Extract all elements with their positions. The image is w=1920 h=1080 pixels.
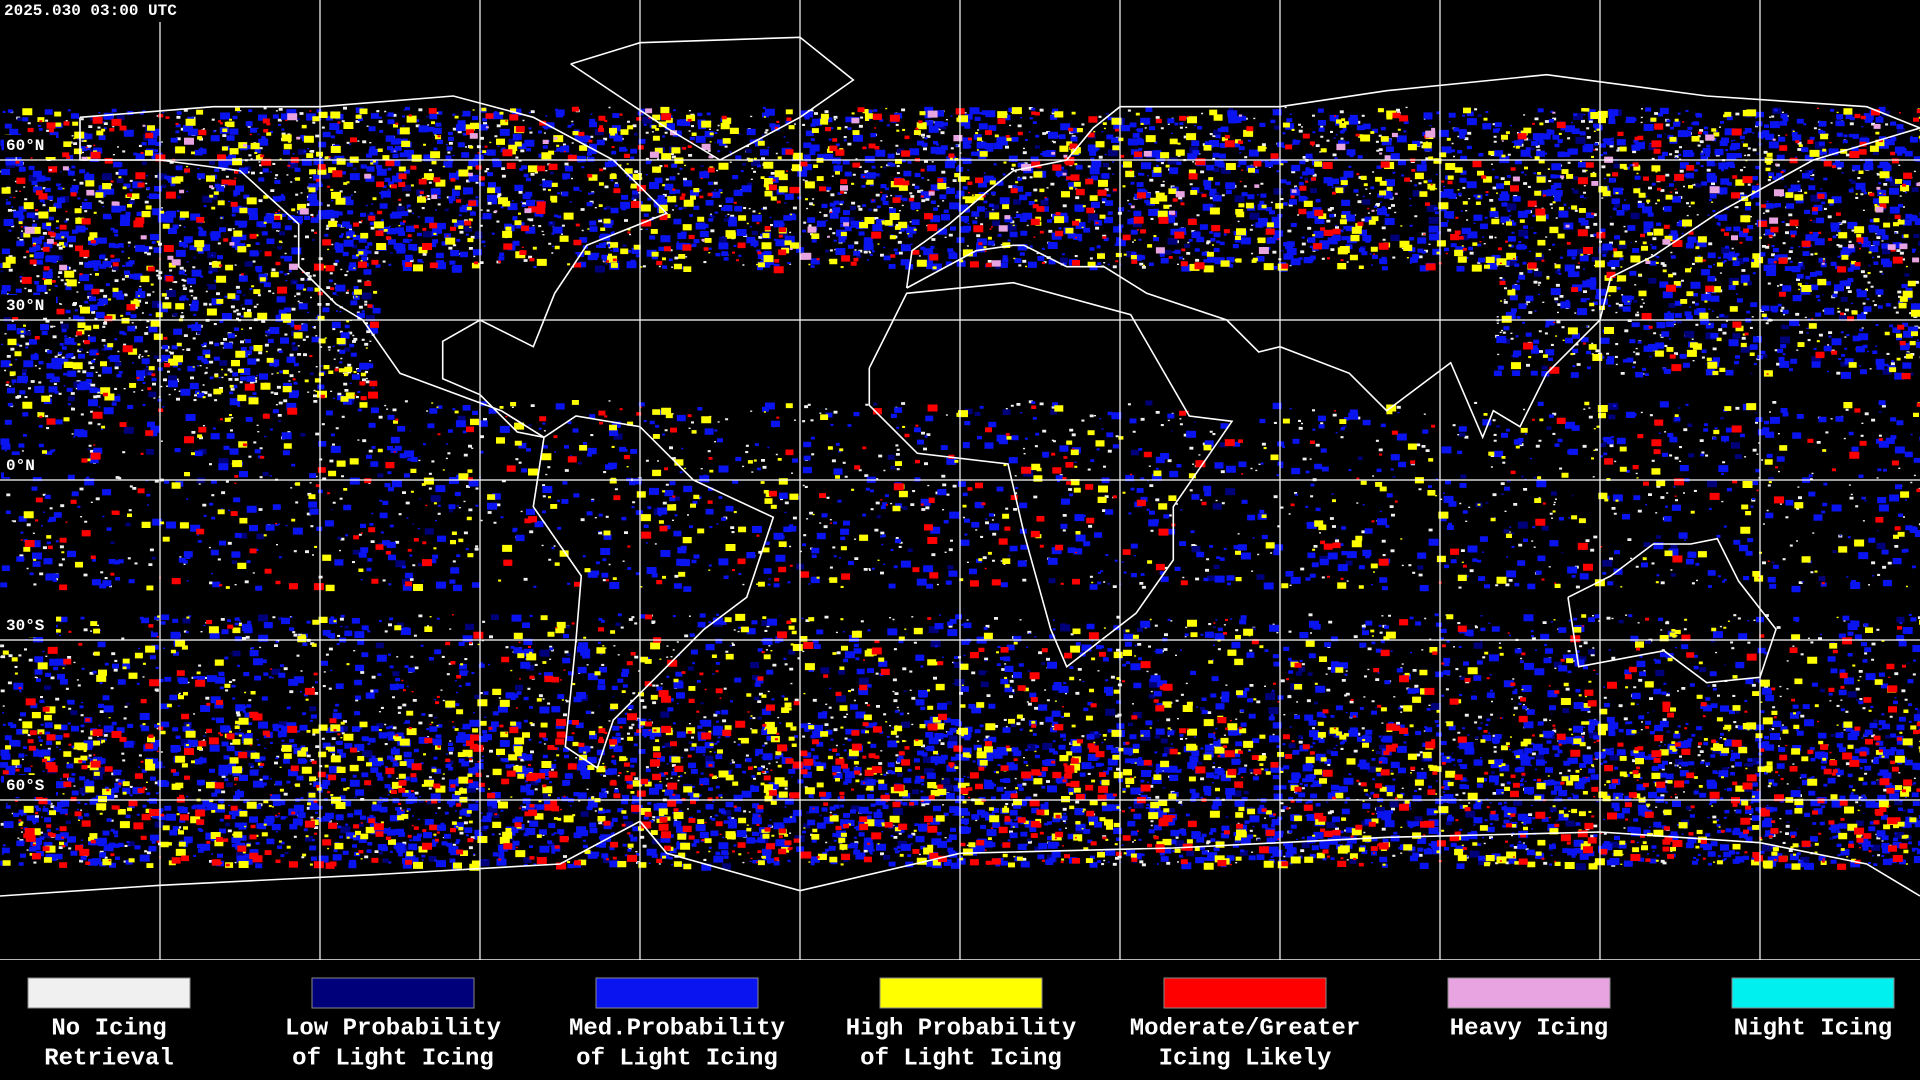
lat-label-bg	[4, 455, 56, 477]
lat-labels: 60°N 30°N 0°N 30°S 60°S	[4, 135, 56, 797]
legend-swatch	[1447, 977, 1611, 1009]
timestamp-bg	[0, 0, 228, 22]
lat-label: 30°S	[6, 617, 45, 635]
lat-label: 0°N	[6, 457, 35, 475]
legend-swatch	[1163, 977, 1327, 1009]
timestamp: 2025.030 03:00 UTC	[4, 2, 177, 20]
coastline	[1567, 537, 1777, 684]
lat-label-bg	[4, 615, 56, 637]
legend-swatch	[311, 977, 475, 1009]
legend-label: Icing Likely	[1159, 1045, 1332, 1072]
coastline	[868, 281, 1234, 668]
legend-swatch	[879, 977, 1043, 1009]
coastlines	[0, 36, 1920, 897]
lat-label: 30°N	[6, 297, 44, 315]
coastline	[532, 415, 775, 770]
lat-label: 60°N	[6, 137, 44, 155]
legend-label: Retrieval	[44, 1045, 174, 1072]
coastline	[79, 95, 669, 439]
legend: No Icing Retrieval Low Probability of Light…	[27, 977, 1895, 1072]
legend-label: No Icing	[51, 1015, 166, 1042]
legend-label: of Light Icing	[292, 1045, 494, 1072]
legend-swatch	[595, 977, 759, 1009]
coastline	[905, 73, 1920, 440]
legend-label: of Light Icing	[860, 1045, 1062, 1072]
legend-label: Moderate/Greater	[1130, 1015, 1360, 1042]
legend-label: Med.Probability	[569, 1015, 785, 1042]
lat-label-bg	[4, 135, 56, 157]
coastline	[570, 36, 855, 161]
lat-label-bg	[4, 775, 56, 797]
legend-label: of Light Icing	[576, 1045, 778, 1072]
legend-swatch	[27, 977, 191, 1009]
lat-label-bg	[4, 295, 56, 317]
legend-label: Heavy Icing	[1450, 1015, 1608, 1042]
legend-swatch	[1731, 977, 1895, 1009]
legend-label: Low Probability	[285, 1015, 501, 1042]
coastline	[0, 820, 1920, 897]
lat-label: 60°S	[6, 777, 45, 795]
legend-label: Night Icing	[1734, 1015, 1892, 1042]
legend-label: High Probability	[846, 1015, 1076, 1042]
